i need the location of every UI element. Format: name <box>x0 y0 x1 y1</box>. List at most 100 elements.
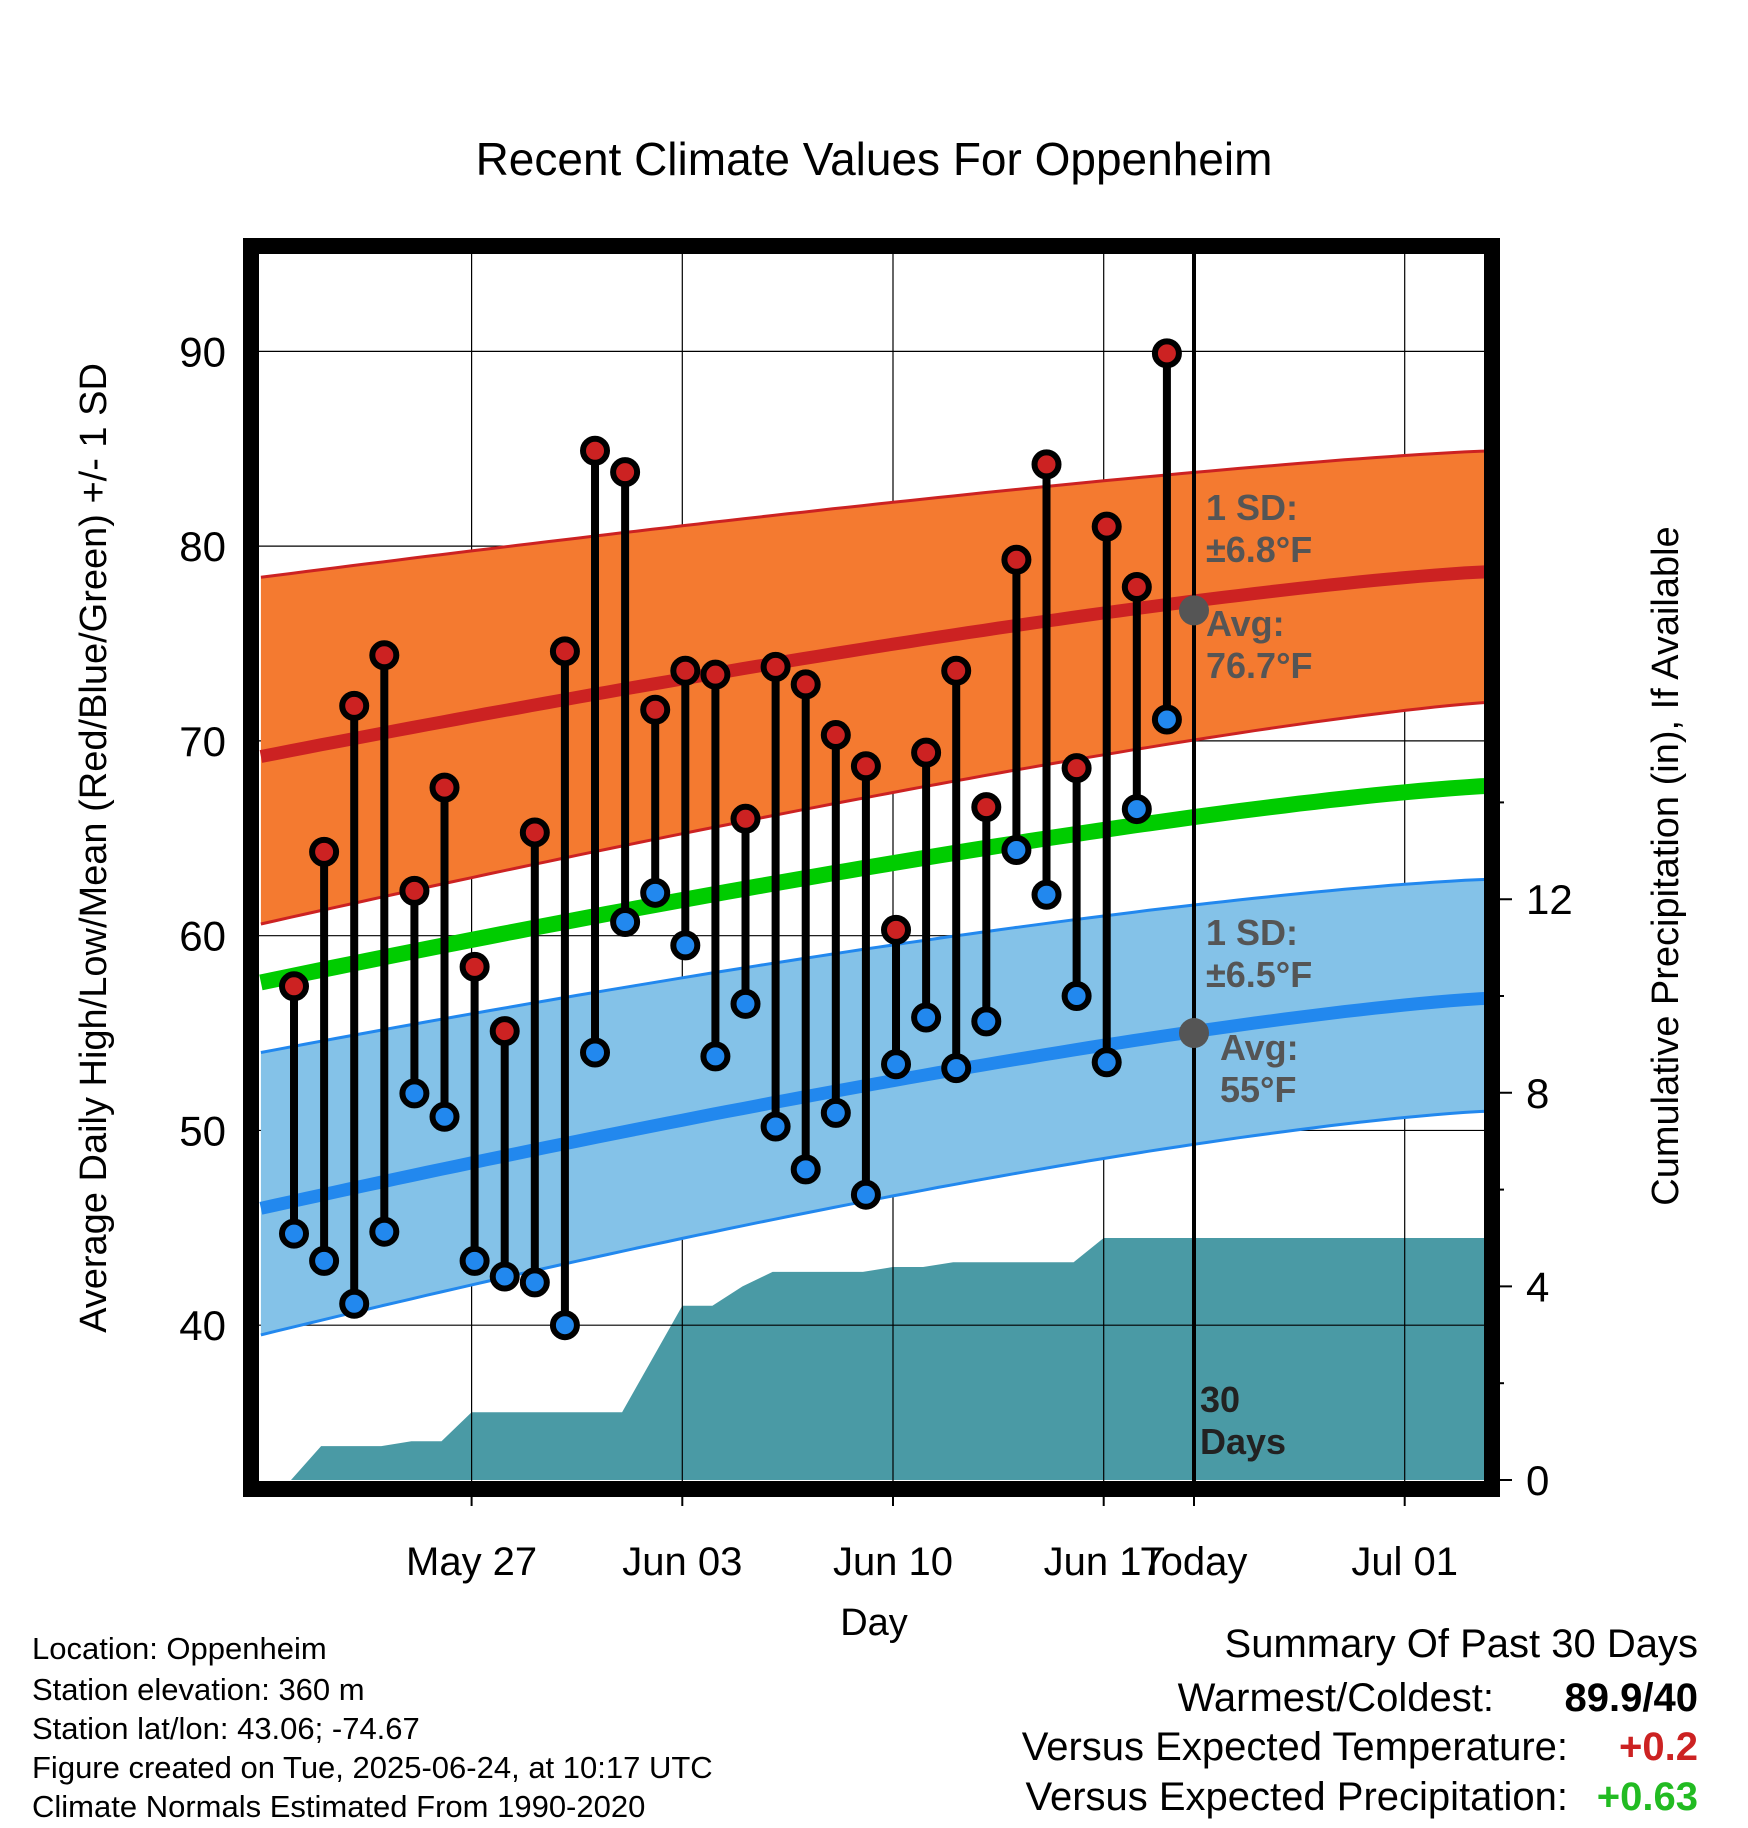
precip-area <box>260 1238 1484 1480</box>
high-point <box>399 875 430 906</box>
y-tick-label: 60 <box>179 913 226 960</box>
low-point <box>730 988 761 1019</box>
high-point <box>309 836 340 867</box>
y2-axis-label: Cumulative Precipitation (in), If Availa… <box>1645 526 1687 1205</box>
low-point <box>459 1245 490 1276</box>
low-point <box>881 1049 912 1080</box>
daily-range-stems <box>290 353 1171 1326</box>
low-point <box>1091 1047 1122 1078</box>
low-avg-label-line-1: 55°F <box>1220 1069 1296 1110</box>
high-point <box>850 751 881 782</box>
warmest-label: Warmest/Coldest: <box>1177 1676 1494 1720</box>
high-point <box>549 636 580 667</box>
high-point <box>519 817 550 848</box>
high-point <box>730 803 761 834</box>
high-point <box>640 694 671 725</box>
temp-vs-expected-value: +0.2 <box>1619 1725 1698 1769</box>
high-sd-label-line-1: ±6.8°F <box>1206 529 1312 570</box>
x-tick-label: Jun 03 <box>622 1540 742 1584</box>
today-low-avg-marker <box>1179 1018 1209 1049</box>
high-point <box>670 655 701 686</box>
x-tick-label: May 27 <box>406 1540 537 1584</box>
normal-mean-line <box>259 778 1484 991</box>
y2-tick-label: 4 <box>1526 1263 1549 1310</box>
y-tick-label: 50 <box>179 1107 226 1154</box>
high-point <box>489 1016 520 1047</box>
high-point <box>1091 511 1122 542</box>
low-point <box>670 930 701 961</box>
daily-points <box>279 338 1209 1341</box>
low-point <box>790 1154 821 1185</box>
axes: 40 50 60 70 80 90 0 4 8 12 May 27 Jun 03 Jun 10 Jun 1… <box>179 238 1573 1584</box>
low-point <box>760 1111 791 1142</box>
y-tick-label: 40 <box>179 1302 226 1349</box>
high-point <box>1031 449 1062 480</box>
precip-vs-expected-label: Versus Expected Precipitation: <box>1025 1775 1568 1819</box>
high-point <box>881 914 912 945</box>
high-point <box>1121 572 1152 603</box>
high-point <box>279 971 310 1002</box>
low-point <box>279 1218 310 1249</box>
precip-area-layer <box>260 1238 1484 1480</box>
plot-frame <box>243 238 1500 1497</box>
high-avg-label-line-0: Avg: <box>1206 603 1285 644</box>
low-avg-label-line-0: Avg: <box>1220 1027 1299 1068</box>
high-point <box>580 435 611 466</box>
low-point <box>1121 794 1152 825</box>
high-point <box>1151 338 1182 369</box>
high-point <box>790 669 821 700</box>
high-point <box>429 772 460 803</box>
low-point <box>1061 981 1092 1012</box>
high-point <box>820 720 851 751</box>
low-point <box>549 1310 580 1341</box>
high-point <box>459 951 490 982</box>
low-point <box>369 1216 400 1247</box>
normals-text: Climate Normals Estimated From 1990-2020 <box>32 1789 646 1824</box>
high-point <box>700 659 731 690</box>
low-point <box>610 907 641 938</box>
normal-low-line <box>259 992 1484 1215</box>
x-tick-label: Jun 17 <box>1044 1540 1164 1584</box>
high-sd-band-upper-edge <box>260 449 1484 579</box>
y-tick-label: 90 <box>179 328 226 375</box>
x-tick-label: Jul 01 <box>1351 1540 1458 1584</box>
elevation-text: Station elevation: 360 m <box>32 1672 365 1707</box>
x-tick-label: Jun 10 <box>833 1540 953 1584</box>
precip-vs-expected-value: +0.63 <box>1596 1775 1698 1819</box>
warmest-value: 89.9/40 <box>1564 1676 1698 1720</box>
normal-high-line <box>259 565 1484 763</box>
low-point <box>1151 704 1182 735</box>
high-sd-label-line-0: 1 SD: <box>1206 487 1298 528</box>
today-high-avg-marker <box>1179 595 1209 626</box>
low-sd-label-line-1: ±6.5°F <box>1206 954 1312 995</box>
low-point <box>309 1245 340 1276</box>
x-axis-label: Day <box>840 1602 908 1644</box>
low-point <box>519 1267 550 1298</box>
x-tick-label: Today <box>1141 1540 1248 1584</box>
low-point <box>941 1053 972 1084</box>
latlon-text: Station lat/lon: 43.06; -74.67 <box>32 1711 420 1746</box>
low-point <box>640 877 671 908</box>
low-point <box>1001 834 1032 865</box>
low-point <box>850 1179 881 1210</box>
temp-vs-expected-label: Versus Expected Temperature: <box>1021 1725 1568 1769</box>
y2-tick-label: 0 <box>1526 1457 1549 1504</box>
location-text: Location: Oppenheim <box>32 1631 327 1666</box>
low-point <box>429 1101 460 1132</box>
high-point <box>971 792 1002 823</box>
y-axis-label: Average Daily High/Low/Mean (Red/Blue/Gr… <box>73 363 115 1333</box>
low-point <box>820 1097 851 1128</box>
low-point <box>911 1002 942 1033</box>
low-point <box>700 1041 731 1072</box>
high-point <box>941 655 972 686</box>
low-sd-band-upper-edge <box>260 877 1484 1054</box>
high-point <box>610 457 641 488</box>
low-point <box>339 1288 370 1319</box>
high-point <box>1001 544 1032 575</box>
high-point <box>1061 753 1092 784</box>
low-sd-label-line-0: 1 SD: <box>1206 912 1298 953</box>
y2-tick-label: 12 <box>1526 876 1573 923</box>
high-sd-band-lower-edge <box>260 701 1484 926</box>
low-point <box>580 1037 611 1068</box>
